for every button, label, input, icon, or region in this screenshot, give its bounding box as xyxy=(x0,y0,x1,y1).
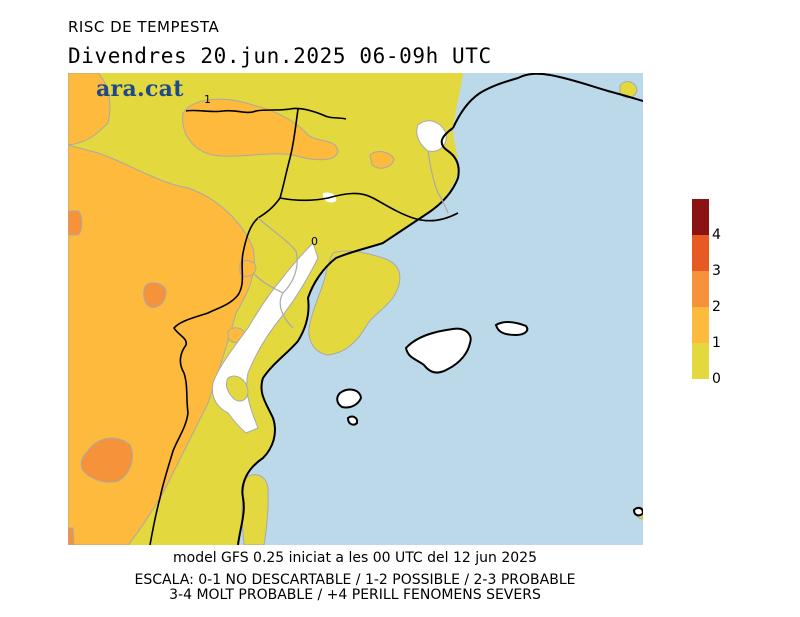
island-east xyxy=(632,506,643,517)
risk-zone-level-2-3 xyxy=(68,210,83,236)
brand-logo[interactable]: ara.cat xyxy=(96,76,184,102)
island-formentera xyxy=(346,415,359,426)
forecast-time: Divendres 20.jun.2025 06-09h UTC xyxy=(68,44,492,68)
legend-swatch-4-plus xyxy=(692,199,709,235)
legend-tick-4: 4 xyxy=(712,227,721,243)
scale-description-1: ESCALA: 0-1 NO DESCARTABLE / 1-2 POSSIBL… xyxy=(134,572,576,588)
scale-description-2: 3-4 MOLT PROBABLE / +4 PERILL FENOMENS S… xyxy=(169,587,541,603)
legend-swatch-3-4 xyxy=(692,235,709,271)
border-line xyxy=(149,107,459,545)
color-scale-legend: 4 3 2 1 0 xyxy=(692,199,721,387)
contour-label-0: 0 xyxy=(311,235,318,248)
island-mallorca xyxy=(404,327,472,374)
legend-tick-3: 3 xyxy=(712,263,721,279)
legend-swatch-1-2 xyxy=(692,307,709,343)
legend-swatch-0-1 xyxy=(692,343,709,379)
model-info: model GFS 0.25 iniciat a les 00 UTC del … xyxy=(173,550,537,566)
legend-tick-1: 1 xyxy=(712,335,721,351)
risk-zone-level-1-2 xyxy=(68,73,255,545)
island-eivissa xyxy=(336,388,363,409)
legend-tick-0: 0 xyxy=(712,371,721,387)
contour-label-1: 1 xyxy=(204,93,211,106)
legend-tick-2: 2 xyxy=(712,299,721,315)
island-menorca xyxy=(494,321,529,337)
coastline xyxy=(237,73,643,545)
chart-title: RISC DE TEMPESTA xyxy=(68,18,220,36)
legend-swatch-2-3 xyxy=(692,271,709,307)
risk-map: 1 0 xyxy=(68,73,643,545)
sea xyxy=(238,73,643,545)
